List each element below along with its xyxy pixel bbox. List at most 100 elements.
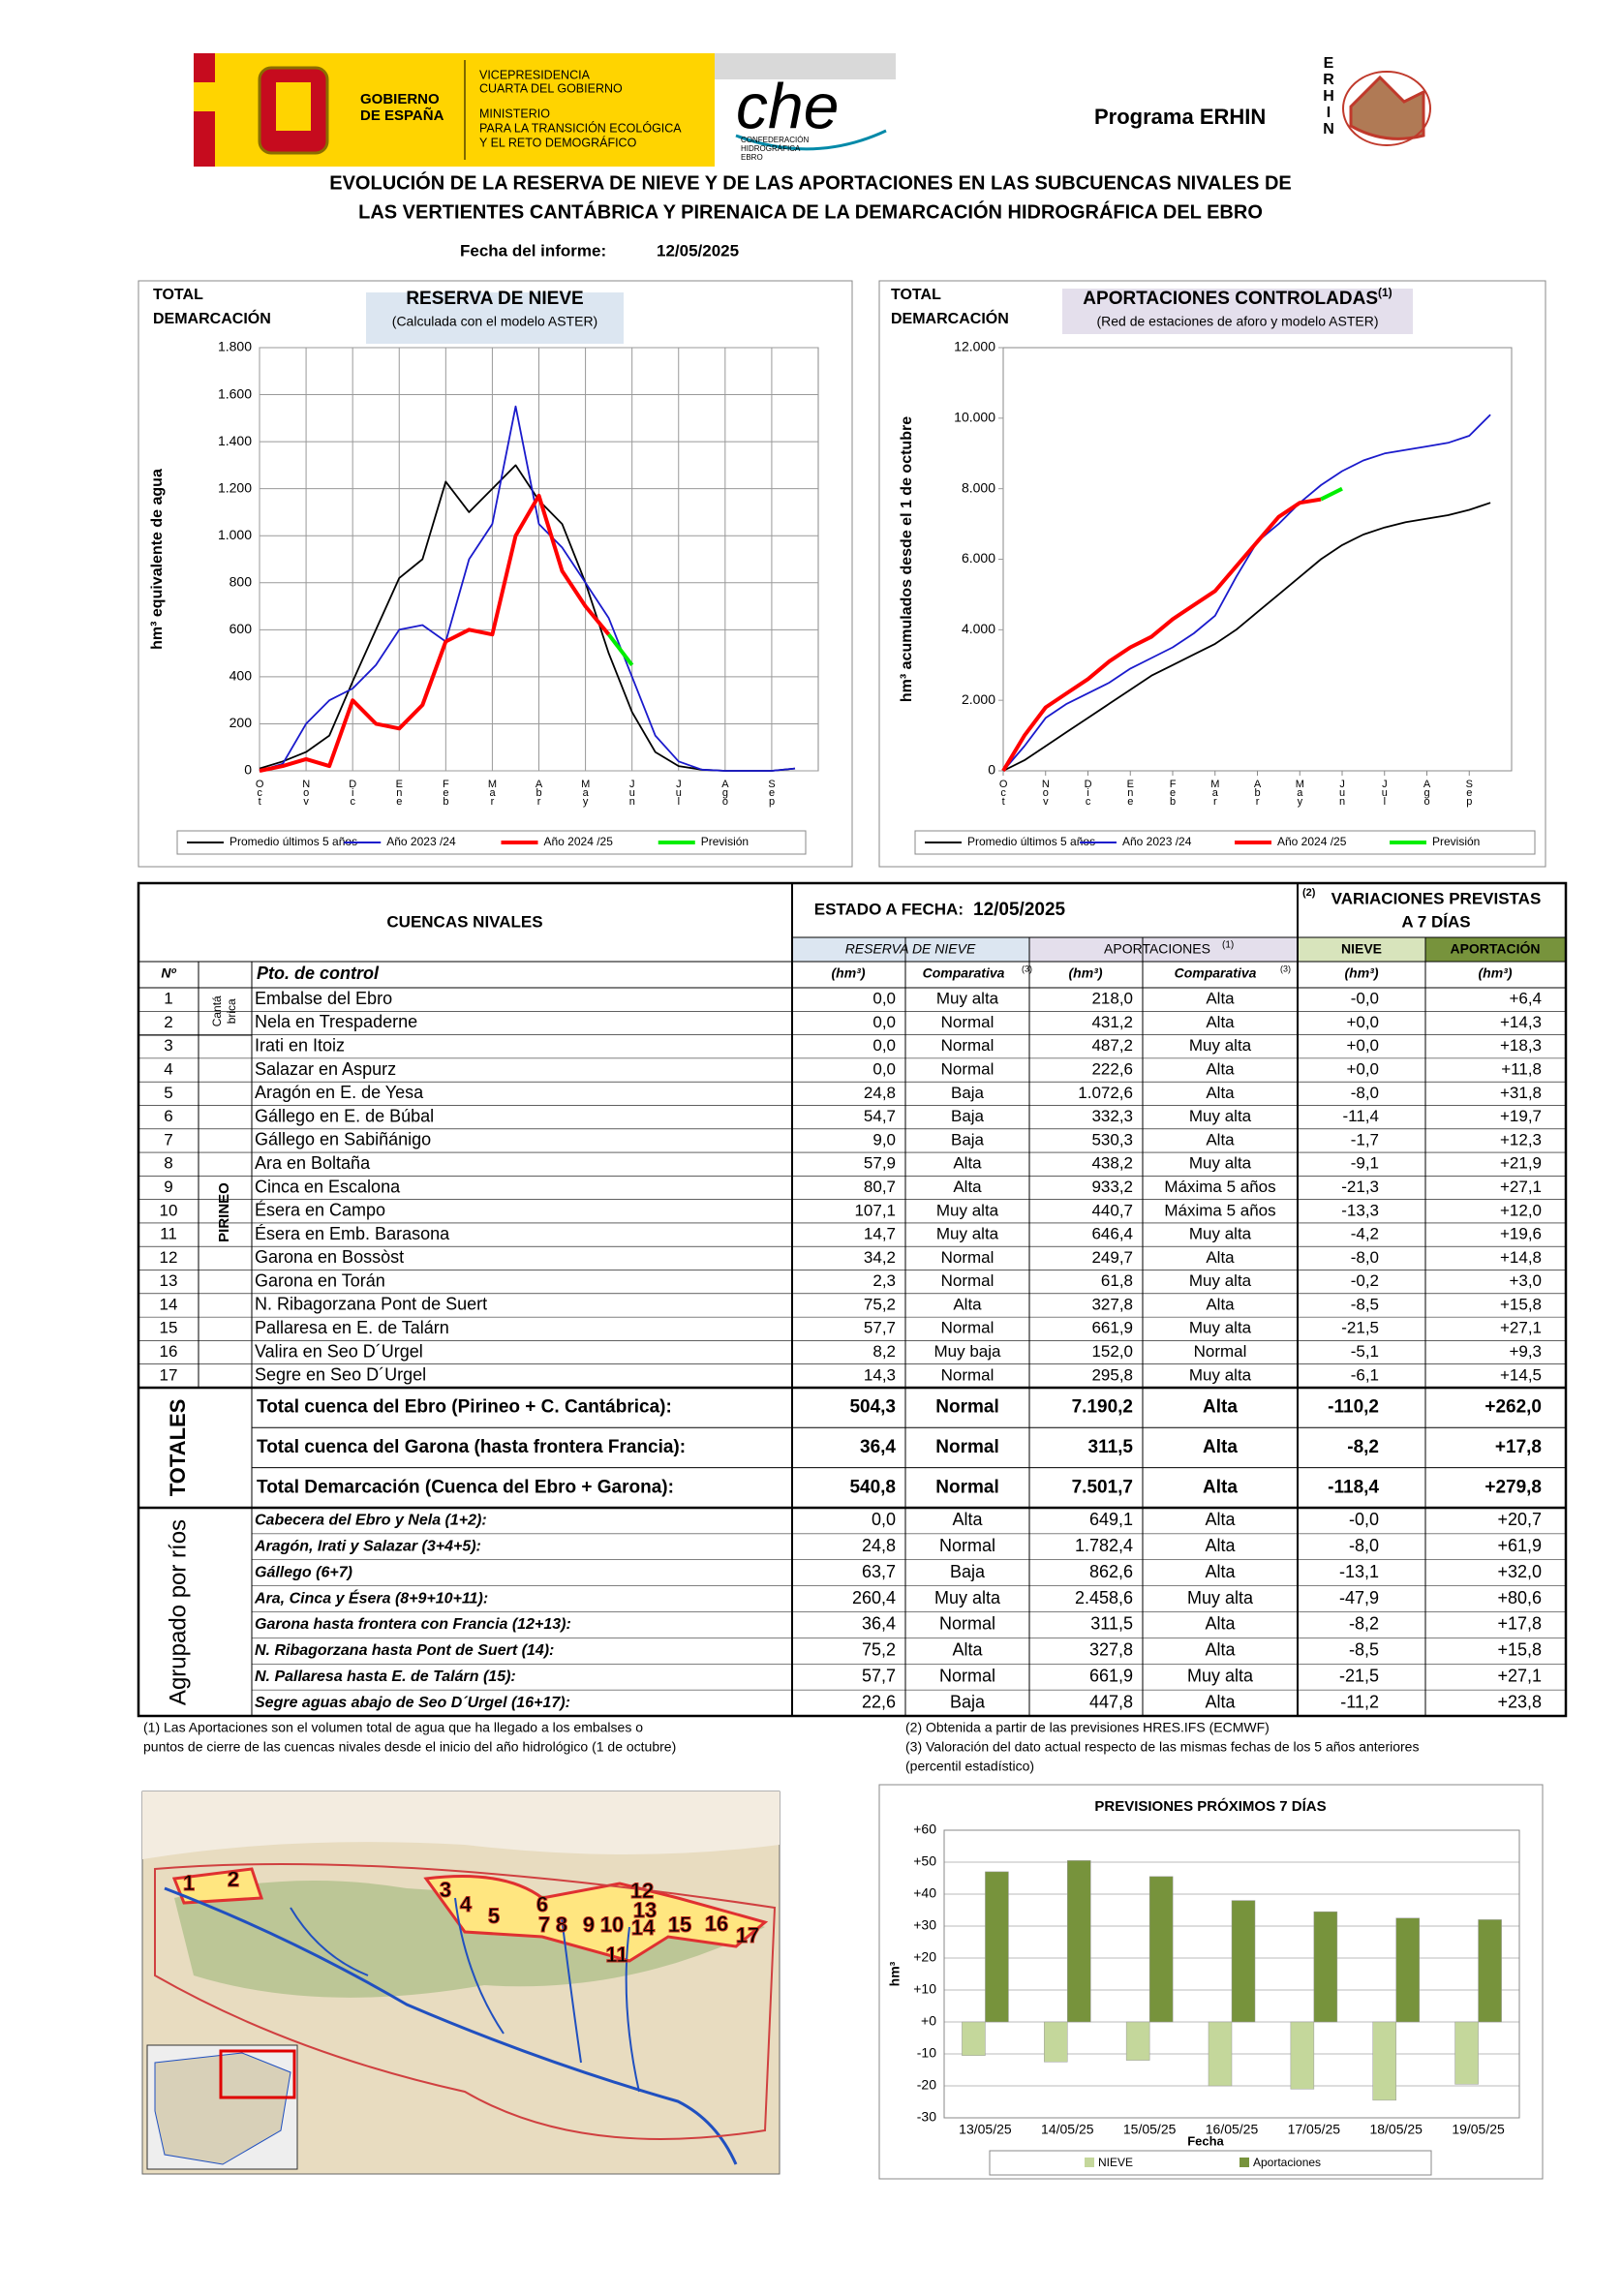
header-cell: (hm³)	[1069, 965, 1103, 981]
chart-subtitle: (Red de estaciones de aforo y modelo AST…	[1096, 314, 1378, 329]
x-tick-label: Jun	[1336, 779, 1348, 805]
chart-subtitle: (Calculada con el modelo ASTER)	[392, 314, 597, 329]
table-cell: -11,4	[1343, 1107, 1380, 1125]
table-cell: 661,9	[1091, 1319, 1133, 1337]
x-tick-label: Nov	[1040, 779, 1052, 805]
table-cell: Muy alta	[936, 1201, 999, 1219]
x-tick-label: 16/05/25	[1206, 2122, 1259, 2137]
table-cell: Normal	[939, 1666, 995, 1685]
erhin-letter: R	[1323, 72, 1334, 88]
table-cell: Alta	[1203, 1397, 1238, 1418]
map-label: 1	[183, 1871, 195, 1895]
table-cell: 1.782,4	[1075, 1536, 1133, 1555]
row-number: 11	[160, 1225, 177, 1243]
map-label: 7	[538, 1913, 550, 1937]
table-cell: 14,3	[864, 1365, 896, 1384]
group-label: brica	[225, 998, 238, 1024]
total-name: Total Demarcación (Cuenca del Ebro + Gar…	[257, 1477, 674, 1497]
table-cell: Muy alta	[1187, 1666, 1254, 1685]
x-tick-label: 17/05/25	[1288, 2122, 1341, 2137]
table-cell: 57,9	[864, 1154, 896, 1173]
table-cell: 54,7	[864, 1107, 896, 1125]
table-cell: +9,3	[1509, 1342, 1542, 1361]
x-tick-label: 15/05/25	[1123, 2122, 1177, 2137]
row-name: Valira en Seo D´Urgel	[255, 1341, 423, 1361]
title-note: (1)	[1378, 286, 1392, 299]
table-cell: 540,8	[849, 1477, 896, 1497]
y-tick-label: +50	[913, 1853, 936, 1869]
table-cell: Normal	[941, 1365, 995, 1384]
table-cell: Alta	[953, 1154, 982, 1173]
row-number: 4	[164, 1060, 172, 1079]
row-number: 7	[164, 1130, 172, 1148]
table-cell: +61,9	[1497, 1536, 1542, 1555]
inset-frame	[219, 2049, 296, 2099]
x-tick-label: Nov	[300, 779, 312, 805]
y-axis-label: hm³	[887, 1961, 903, 1986]
table-cell: Muy alta	[1189, 1107, 1252, 1125]
x-tick-label: 13/05/25	[959, 2122, 1012, 2137]
bar	[1454, 2021, 1479, 2085]
table-cell: Normal	[941, 1013, 995, 1031]
table-cell: 80,7	[864, 1178, 896, 1196]
table-cell: 0,0	[872, 1510, 896, 1529]
table-cell: -13,3	[1341, 1201, 1379, 1219]
series-line	[1002, 502, 1491, 772]
y-tick-label: -30	[917, 2109, 936, 2125]
table-cell: Baja	[951, 1084, 985, 1102]
che-sub: HIDROGRÁFICA	[741, 144, 801, 153]
series-line	[607, 632, 634, 667]
table-cell: Alta	[1205, 1614, 1236, 1634]
table-cell: Muy alta	[1189, 1271, 1252, 1290]
table-cell: -1,7	[1351, 1130, 1379, 1148]
legend-label: Año 2023 /24	[386, 835, 456, 848]
group-name: Ara, Cinca y Ésera (8+9+10+11):	[254, 1588, 488, 1607]
table-cell: 36,4	[862, 1614, 896, 1634]
legend-box	[176, 830, 807, 855]
x-tick-label: Jun	[627, 779, 638, 805]
map-label: 12	[630, 1879, 654, 1903]
corner-label: TOTAL	[153, 287, 203, 303]
table-cell: 107,1	[854, 1201, 896, 1219]
table-cell: Muy alta	[1189, 1154, 1252, 1173]
corner-label: DEMARCACIÓN	[153, 309, 271, 327]
table-cell: -21,3	[1341, 1178, 1379, 1196]
table-cell: +31,8	[1500, 1084, 1542, 1102]
table-cell: Alta	[1206, 990, 1235, 1008]
header-note: (3)	[1280, 964, 1291, 973]
table-cell: -8,0	[1349, 1536, 1379, 1555]
table-cell: -8,2	[1347, 1437, 1379, 1457]
series-line	[1002, 413, 1491, 772]
row-name: Cinca en Escalona	[255, 1177, 401, 1196]
row-number: 6	[164, 1107, 172, 1125]
table-cell: 14,7	[864, 1225, 896, 1243]
legend-label: Año 2024 /25	[544, 835, 614, 848]
table-cell: Normal	[939, 1536, 995, 1555]
series-line	[1001, 497, 1322, 773]
table-cell: +12,0	[1500, 1201, 1542, 1219]
row-name: Ésera en Campo	[255, 1201, 385, 1220]
table-cell: Muy alta	[1189, 1225, 1252, 1243]
row-number: 5	[164, 1084, 172, 1102]
x-tick-label: Mar	[487, 779, 499, 805]
y-axis-label: hm³ equivalente de agua	[149, 469, 166, 650]
table-cell: Alta	[1203, 1477, 1238, 1497]
y-tick-label: 400	[230, 668, 253, 684]
row-name: Garona en Bossòst	[255, 1247, 404, 1267]
table-cell: -8,5	[1351, 1295, 1379, 1313]
table-cell: 649,1	[1089, 1510, 1133, 1529]
basin-border	[154, 1863, 777, 2140]
che-wave	[735, 129, 887, 151]
x-tick-label: Ago	[719, 779, 731, 805]
row-number: 9	[164, 1178, 172, 1196]
table-cell: Alta	[1205, 1692, 1236, 1711]
table-cell: +27,1	[1500, 1178, 1542, 1196]
table-cell: 862,6	[1089, 1562, 1133, 1581]
table-cell: Alta	[1205, 1562, 1236, 1581]
table-cell: 487,2	[1091, 1036, 1133, 1055]
sea	[142, 1791, 780, 1859]
table-cell: Baja	[951, 1107, 985, 1125]
header-date: 12/05/2025	[973, 900, 1066, 920]
y-tick-label: +30	[913, 1917, 936, 1933]
footnote: (1) Las Aportaciones son el volumen tota…	[143, 1720, 643, 1735]
